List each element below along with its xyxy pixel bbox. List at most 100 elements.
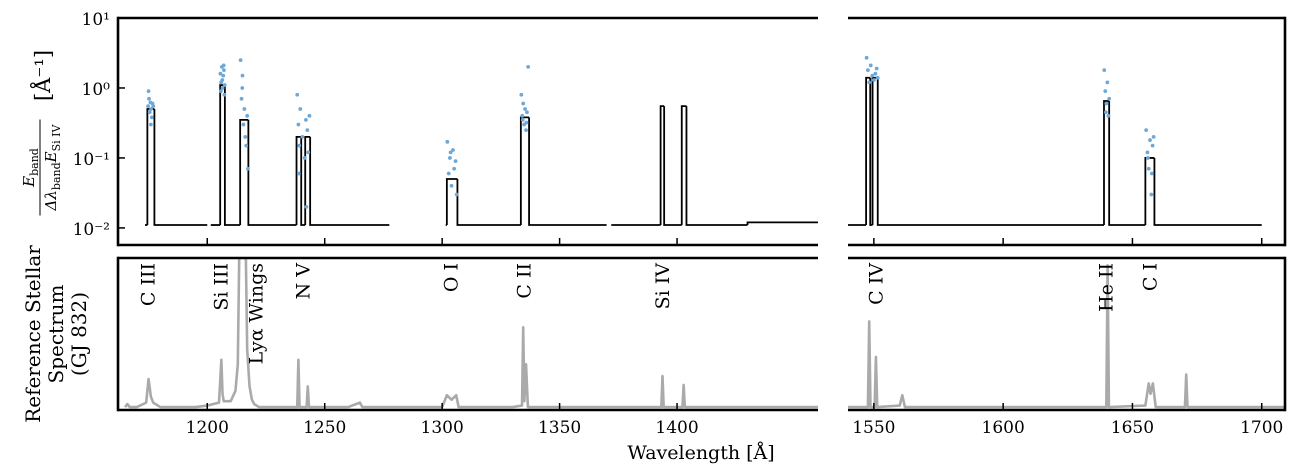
- scatter-point: [239, 96, 244, 101]
- scatter-point: [1148, 138, 1152, 142]
- scatter-point: [870, 73, 875, 78]
- scatter-point: [1144, 128, 1149, 133]
- scatter-point: [221, 63, 226, 68]
- scatter-point: [147, 110, 152, 115]
- scatter-point: [295, 92, 300, 97]
- scatter-point: [218, 71, 223, 76]
- band-step: [304, 135, 311, 226]
- scatter-point: [240, 73, 245, 78]
- line-annotation: He II: [1096, 263, 1118, 312]
- scatter-point: [1149, 192, 1154, 197]
- x-tick-label: 1650: [1111, 418, 1154, 438]
- scatter-point: [147, 96, 151, 101]
- panel: [848, 16, 1287, 247]
- scatter-point: [300, 134, 305, 139]
- scatter-point: [304, 117, 308, 122]
- y-axis-label: Spectrum: [44, 284, 68, 383]
- scatter-point: [448, 156, 452, 160]
- line-annotation: Lyα Wings: [246, 263, 268, 364]
- band-step: [1103, 100, 1110, 226]
- scatter-point: [1107, 96, 1112, 101]
- scatter-point: [306, 150, 311, 155]
- panel: 1550 1600 1650 1700 C IV He II C I: [848, 256, 1287, 438]
- scatter-point: [523, 107, 527, 111]
- y-tick-label: 10¹: [82, 10, 110, 30]
- plot-area: [145, 58, 818, 226]
- band-step: [1153, 157, 1262, 226]
- band-step: [1144, 157, 1155, 226]
- band-step: [309, 136, 390, 226]
- y-tick-label: 10⁻¹: [73, 150, 110, 170]
- scatter-point: [220, 86, 225, 90]
- line-annotation: O I: [441, 263, 463, 292]
- scatter-point: [866, 68, 870, 73]
- scatter-point: [1146, 166, 1151, 171]
- scatter-point: [524, 128, 528, 133]
- x-tick-label: 1300: [421, 418, 464, 438]
- scatter-point: [1146, 156, 1150, 160]
- band-step: [295, 135, 302, 226]
- line-annotation: Si III: [210, 263, 232, 311]
- line-annotation: C I: [1140, 263, 1162, 291]
- scatter-point: [222, 92, 227, 97]
- scatter-point: [524, 120, 529, 125]
- scatter-point: [298, 107, 303, 111]
- scatter-point: [151, 104, 156, 109]
- scatter-point: [146, 104, 150, 109]
- scatter-point: [454, 192, 459, 197]
- scatter-point: [520, 113, 525, 118]
- band-step: [247, 119, 297, 226]
- scatter-point: [1103, 110, 1108, 115]
- scatter-point: [874, 66, 879, 71]
- scatter-point: [875, 75, 880, 80]
- scatter-point: [307, 113, 312, 118]
- scatter-point: [222, 68, 226, 73]
- x-tick-label: 1550: [852, 418, 895, 438]
- scatter-point: [304, 204, 309, 209]
- band-step: [869, 77, 873, 226]
- scatter-point: [1102, 68, 1107, 73]
- scatter-point: [521, 101, 526, 106]
- scatter-point: [1150, 143, 1155, 148]
- scatter-point: [243, 134, 248, 139]
- scatter-point: [1149, 171, 1154, 176]
- scatter-point: [244, 143, 249, 148]
- band-step: [1108, 101, 1146, 226]
- scatter-point: [448, 150, 453, 155]
- scatter-point: [520, 117, 525, 122]
- scatter-point: [148, 122, 153, 127]
- band-step: [680, 105, 687, 226]
- spectrum-line: [848, 264, 1285, 409]
- x-tick-label: 1400: [655, 418, 698, 438]
- symbol: E: [42, 151, 60, 163]
- band-step: [746, 221, 818, 226]
- band-step: [300, 136, 306, 226]
- scatter-point: [1105, 80, 1110, 85]
- scatter-point: [1104, 101, 1109, 106]
- scatter-point: [305, 128, 310, 133]
- scatter-point: [525, 110, 529, 115]
- y-tick-label: 10⁰: [82, 80, 111, 100]
- scatter-point: [221, 73, 226, 78]
- y-label-unit: [Å⁻¹]: [30, 50, 55, 101]
- plot-area: [848, 264, 1285, 409]
- x-tick-label: 1250: [303, 418, 346, 438]
- scatter-point: [302, 156, 307, 160]
- scatter-point: [245, 113, 250, 118]
- band-step: [685, 106, 748, 226]
- x-axis-label: Wavelength [Å]: [627, 442, 774, 464]
- band-step: [876, 77, 1104, 226]
- scatter-point: [526, 65, 531, 69]
- scatter-point: [451, 148, 455, 152]
- subscript: band: [28, 148, 41, 176]
- scatter-point: [445, 139, 450, 144]
- scatter-point: [296, 122, 301, 127]
- scatter-point: [1151, 134, 1156, 139]
- scatter-point: [446, 171, 451, 176]
- plot-area: [848, 55, 1262, 226]
- y-label-numerator: Eband: [20, 148, 41, 188]
- x-tick-label: 1200: [186, 418, 229, 438]
- scatter-point: [297, 143, 302, 148]
- band-step: [239, 118, 249, 226]
